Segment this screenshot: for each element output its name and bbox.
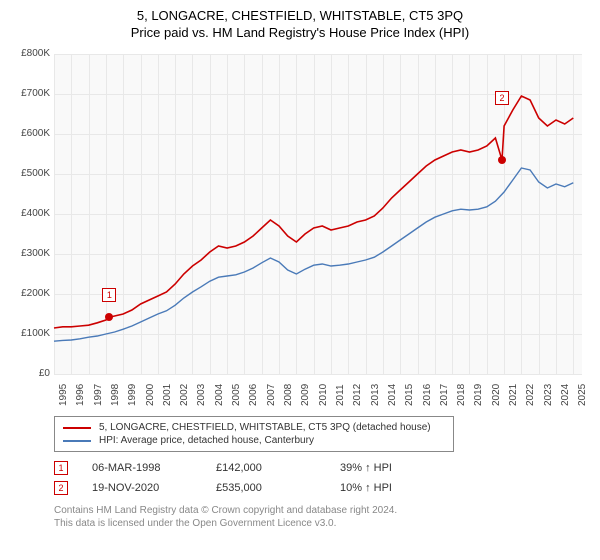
footer-line: Contains HM Land Registry data © Crown c… <box>54 504 590 517</box>
legend-label: 5, LONGACRE, CHESTFIELD, WHITSTABLE, CT5… <box>99 422 431 433</box>
annotation-table: 1 06-MAR-1998 £142,000 39% ↑ HPI 2 19-NO… <box>54 458 590 498</box>
legend-label: HPI: Average price, detached house, Cant… <box>99 435 314 446</box>
annotation-marker: 2 <box>54 481 68 495</box>
marker-box: 1 <box>102 288 116 302</box>
legend: 5, LONGACRE, CHESTFIELD, WHITSTABLE, CT5… <box>54 416 454 452</box>
marker-dot <box>498 156 506 164</box>
annotation-row: 1 06-MAR-1998 £142,000 39% ↑ HPI <box>54 458 590 478</box>
legend-item: 5, LONGACRE, CHESTFIELD, WHITSTABLE, CT5… <box>63 421 445 434</box>
annotation-date: 06-MAR-1998 <box>92 462 192 474</box>
series-property <box>54 96 573 328</box>
annotation-row: 2 19-NOV-2020 £535,000 10% ↑ HPI <box>54 478 590 498</box>
annotation-price: £535,000 <box>216 482 316 494</box>
footer-line: This data is licensed under the Open Gov… <box>54 517 590 530</box>
annotation-date: 19-NOV-2020 <box>92 482 192 494</box>
chart-subtitle: Price paid vs. HM Land Registry's House … <box>10 25 590 40</box>
annotation-delta: 39% ↑ HPI <box>340 462 440 474</box>
price-chart: £0£100K£200K£300K£400K£500K£600K£700K£80… <box>10 48 590 408</box>
legend-item: HPI: Average price, detached house, Cant… <box>63 434 445 447</box>
footer: Contains HM Land Registry data © Crown c… <box>54 504 590 530</box>
legend-swatch <box>63 440 91 442</box>
legend-swatch <box>63 427 91 429</box>
annotation-delta: 10% ↑ HPI <box>340 482 440 494</box>
annotation-marker: 1 <box>54 461 68 475</box>
marker-box: 2 <box>495 91 509 105</box>
series-hpi <box>54 168 573 341</box>
chart-title: 5, LONGACRE, CHESTFIELD, WHITSTABLE, CT5… <box>10 8 590 23</box>
annotation-price: £142,000 <box>216 462 316 474</box>
